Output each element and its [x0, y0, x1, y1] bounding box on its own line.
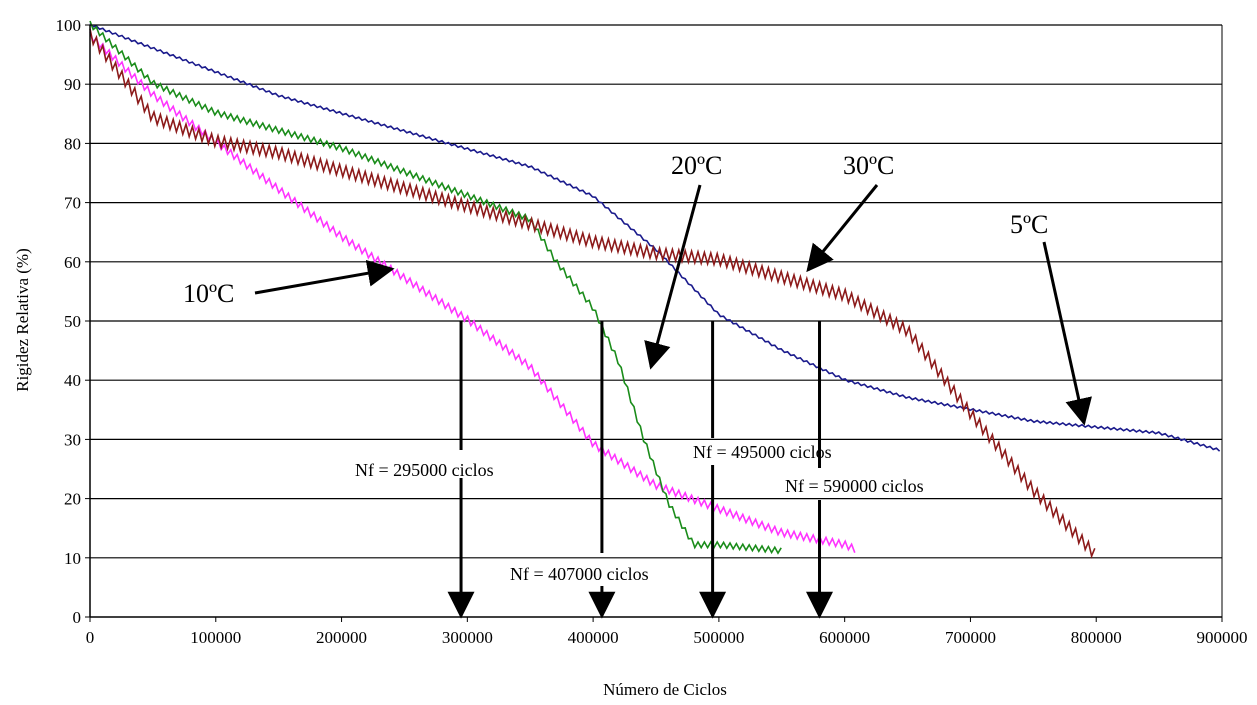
y-tick-label-3: 30: [64, 430, 81, 449]
x-axis-title: Número de Ciclos: [603, 680, 727, 699]
x-tick-label-6: 600000: [819, 628, 870, 647]
x-tick-label-0: 0: [86, 628, 95, 647]
x-tick-label-2: 200000: [316, 628, 367, 647]
label-5c: 5ºC: [1010, 210, 1048, 239]
nf-label-495000: Nf = 495000 ciclos: [693, 442, 832, 462]
arrows: [255, 185, 1084, 616]
y-tick-label-9: 90: [64, 75, 81, 94]
arrow-30c: [808, 185, 877, 270]
y-tick-label-5: 50: [64, 312, 81, 331]
x-tick-label-5: 500000: [693, 628, 744, 647]
y-tick-label-6: 60: [64, 253, 81, 272]
y-axis-title: Rigidez Relativa (%): [13, 248, 32, 392]
arrow-10c: [255, 269, 392, 293]
y-tick-label-10: 100: [56, 16, 82, 35]
label-20c: 20ºC: [671, 151, 722, 180]
y-tick-label-7: 70: [64, 194, 81, 213]
y-tick-label-4: 40: [64, 371, 81, 390]
arrow-5c: [1044, 242, 1084, 423]
y-tick-label-0: 0: [73, 608, 82, 627]
x-tick-label-8: 800000: [1071, 628, 1122, 647]
series-line-3: [90, 29, 1095, 556]
x-tick-label-3: 300000: [442, 628, 493, 647]
y-tick-label-2: 20: [64, 490, 81, 509]
tick-labels: 0 100000 200000 300000 400000 500000 600000 700…: [56, 16, 1248, 647]
nf-label-295000: Nf = 295000 ciclos: [355, 460, 494, 480]
x-tick-label-9: 900000: [1197, 628, 1248, 647]
series-line-0: [90, 24, 1220, 452]
label-30c: 30ºC: [843, 151, 894, 180]
x-tick-label-1: 100000: [190, 628, 241, 647]
nf-label-590000: Nf = 590000 ciclos: [785, 476, 924, 496]
series-lines: [90, 21, 1220, 556]
label-10c: 10ºC: [183, 279, 234, 308]
x-tick-label-4: 400000: [568, 628, 619, 647]
y-tick-label-1: 10: [64, 549, 81, 568]
y-tick-label-8: 80: [64, 134, 81, 153]
arrow-20c: [651, 185, 700, 367]
x-tick-label-7: 700000: [945, 628, 996, 647]
nf-label-407000: Nf = 407000 ciclos: [510, 564, 649, 584]
